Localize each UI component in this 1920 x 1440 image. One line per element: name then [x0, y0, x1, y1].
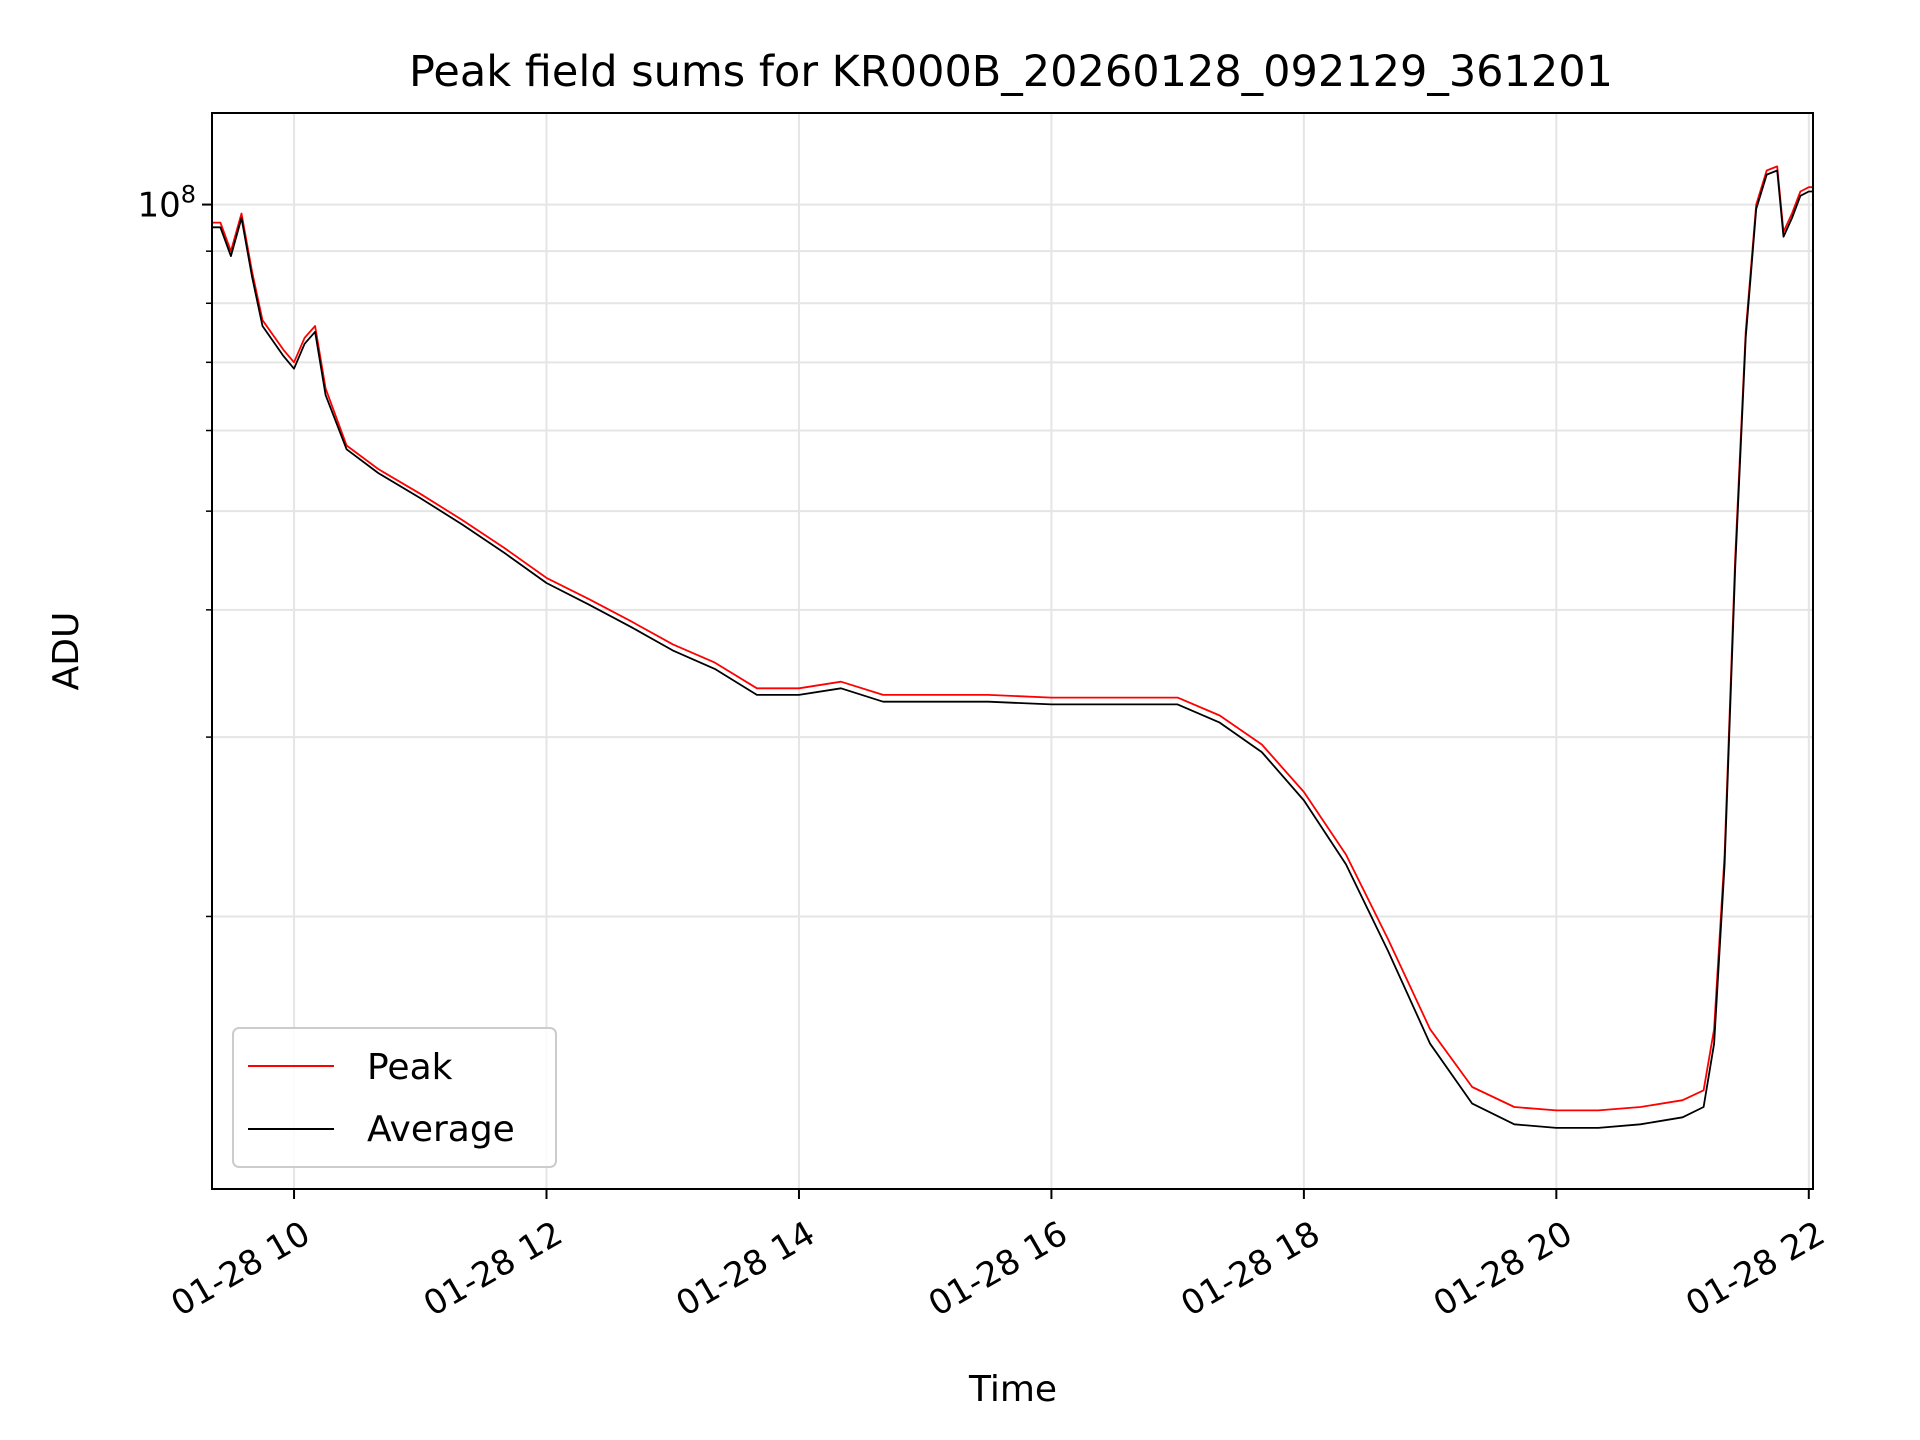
x-axis-title: Time	[968, 1369, 1057, 1410]
plot-frame	[211, 112, 1814, 1190]
y-tick-label-base: 10	[137, 186, 180, 226]
legend-label-peak: Peak	[367, 1047, 453, 1088]
legend: Peak Average	[232, 1027, 557, 1168]
grid	[212, 113, 1813, 1189]
series-lines	[212, 165, 1813, 1129]
chart-title: Peak field sums for KR000B_20260128_0921…	[409, 47, 1613, 97]
legend-box	[232, 1027, 557, 1168]
legend-label-average: Average	[367, 1109, 515, 1150]
y-tick-label: 108	[137, 181, 196, 226]
series-line-average	[212, 169, 1813, 1129]
y-axis-title: ADU	[46, 612, 87, 691]
y-tick-label-exponent: 8	[181, 181, 196, 209]
